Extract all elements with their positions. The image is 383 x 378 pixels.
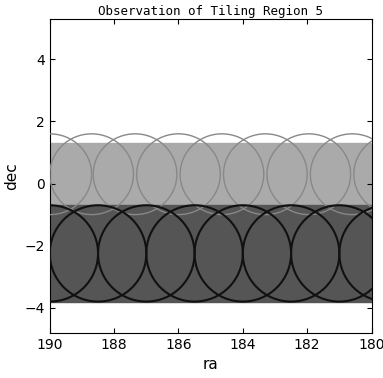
Title: Observation of Tiling Region 5: Observation of Tiling Region 5 — [98, 5, 323, 18]
Y-axis label: dec: dec — [4, 162, 19, 190]
X-axis label: ra: ra — [203, 357, 219, 372]
